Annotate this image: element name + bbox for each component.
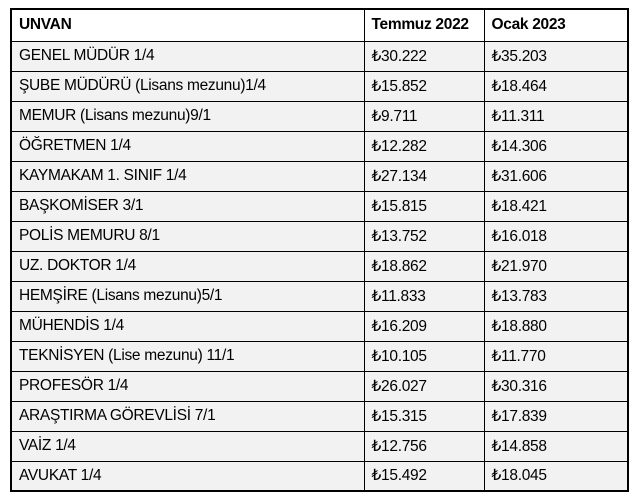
cell-temmuz-2022: ₺15.815 bbox=[363, 190, 485, 222]
cell-temmuz-2022: ₺11.833 bbox=[363, 280, 485, 312]
cell-ocak-2023: ₺14.858 bbox=[483, 430, 629, 462]
cell-ocak-2023: ₺13.783 bbox=[483, 280, 629, 312]
cell-ocak-2023: ₺21.970 bbox=[483, 250, 629, 282]
cell-ocak-2023: ₺18.045 bbox=[483, 460, 629, 492]
cell-ocak-2023: ₺16.018 bbox=[483, 220, 629, 252]
cell-unvan: ARAŞTIRMA GÖREVLİSİ 7/1 bbox=[10, 400, 365, 432]
table-row: PROFESÖR 1/4 ₺26.027 ₺30.316 bbox=[10, 370, 629, 402]
table-row: MEMUR (Lisans mezunu)9/1 ₺9.711 ₺11.311 bbox=[10, 100, 629, 132]
cell-ocak-2023: ₺30.316 bbox=[483, 370, 629, 402]
cell-temmuz-2022: ₺13.752 bbox=[363, 220, 485, 252]
cell-temmuz-2022: ₺16.209 bbox=[363, 310, 485, 342]
column-header-unvan: UNVAN bbox=[10, 8, 365, 42]
table-row: KAYMAKAM 1. SINIF 1/4 ₺27.134 ₺31.606 bbox=[10, 160, 629, 192]
cell-temmuz-2022: ₺30.222 bbox=[363, 40, 485, 72]
table-header: UNVAN Temmuz 2022 Ocak 2023 bbox=[10, 8, 629, 42]
table-row: BAŞKOMİSER 3/1 ₺15.815 ₺18.421 bbox=[10, 190, 629, 222]
cell-unvan: HEMŞİRE (Lisans mezunu)5/1 bbox=[10, 280, 365, 312]
cell-unvan: GENEL MÜDÜR 1/4 bbox=[10, 40, 365, 72]
cell-temmuz-2022: ₺9.711 bbox=[363, 100, 485, 132]
cell-ocak-2023: ₺11.770 bbox=[483, 340, 629, 372]
cell-temmuz-2022: ₺27.134 bbox=[363, 160, 485, 192]
cell-unvan: ÖĞRETMEN 1/4 bbox=[10, 130, 365, 162]
table-row: ARAŞTIRMA GÖREVLİSİ 7/1 ₺15.315 ₺17.839 bbox=[10, 400, 629, 432]
cell-ocak-2023: ₺18.421 bbox=[483, 190, 629, 222]
cell-unvan: VAİZ 1/4 bbox=[10, 430, 365, 462]
table-row: GENEL MÜDÜR 1/4 ₺30.222 ₺35.203 bbox=[10, 40, 629, 72]
cell-unvan: POLİS MEMURU 8/1 bbox=[10, 220, 365, 252]
cell-temmuz-2022: ₺26.027 bbox=[363, 370, 485, 402]
cell-temmuz-2022: ₺15.315 bbox=[363, 400, 485, 432]
cell-temmuz-2022: ₺18.862 bbox=[363, 250, 485, 282]
cell-temmuz-2022: ₺12.282 bbox=[363, 130, 485, 162]
cell-temmuz-2022: ₺15.852 bbox=[363, 70, 485, 102]
table-row: HEMŞİRE (Lisans mezunu)5/1 ₺11.833 ₺13.7… bbox=[10, 280, 629, 312]
cell-unvan: MÜHENDİS 1/4 bbox=[10, 310, 365, 342]
table-row: MÜHENDİS 1/4 ₺16.209 ₺18.880 bbox=[10, 310, 629, 342]
table-row: UZ. DOKTOR 1/4 ₺18.862 ₺21.970 bbox=[10, 250, 629, 282]
cell-ocak-2023: ₺17.839 bbox=[483, 400, 629, 432]
header-row: UNVAN Temmuz 2022 Ocak 2023 bbox=[10, 8, 629, 42]
table-row: POLİS MEMURU 8/1 ₺13.752 ₺16.018 bbox=[10, 220, 629, 252]
table-row: ÖĞRETMEN 1/4 ₺12.282 ₺14.306 bbox=[10, 130, 629, 162]
cell-unvan: KAYMAKAM 1. SINIF 1/4 bbox=[10, 160, 365, 192]
cell-ocak-2023: ₺18.880 bbox=[483, 310, 629, 342]
cell-ocak-2023: ₺31.606 bbox=[483, 160, 629, 192]
salary-table: UNVAN Temmuz 2022 Ocak 2023 GENEL MÜDÜR … bbox=[10, 8, 629, 492]
table-row: AVUKAT 1/4 ₺15.492 ₺18.045 bbox=[10, 460, 629, 492]
cell-unvan: UZ. DOKTOR 1/4 bbox=[10, 250, 365, 282]
table-row: ŞUBE MÜDÜRÜ (Lisans mezunu)1/4 ₺15.852 ₺… bbox=[10, 70, 629, 102]
cell-unvan: ŞUBE MÜDÜRÜ (Lisans mezunu)1/4 bbox=[10, 70, 365, 102]
cell-ocak-2023: ₺14.306 bbox=[483, 130, 629, 162]
cell-temmuz-2022: ₺15.492 bbox=[363, 460, 485, 492]
table-row: VAİZ 1/4 ₺12.756 ₺14.858 bbox=[10, 430, 629, 462]
column-header-temmuz-2022: Temmuz 2022 bbox=[363, 8, 485, 42]
table-body: GENEL MÜDÜR 1/4 ₺30.222 ₺35.203 ŞUBE MÜD… bbox=[10, 40, 629, 492]
cell-temmuz-2022: ₺12.756 bbox=[363, 430, 485, 462]
cell-ocak-2023: ₺35.203 bbox=[483, 40, 629, 72]
cell-unvan: BAŞKOMİSER 3/1 bbox=[10, 190, 365, 222]
cell-ocak-2023: ₺18.464 bbox=[483, 70, 629, 102]
cell-temmuz-2022: ₺10.105 bbox=[363, 340, 485, 372]
cell-unvan: MEMUR (Lisans mezunu)9/1 bbox=[10, 100, 365, 132]
table-row: TEKNİSYEN (Lise mezunu) 11/1 ₺10.105 ₺11… bbox=[10, 340, 629, 372]
cell-ocak-2023: ₺11.311 bbox=[483, 100, 629, 132]
cell-unvan: PROFESÖR 1/4 bbox=[10, 370, 365, 402]
cell-unvan: AVUKAT 1/4 bbox=[10, 460, 365, 492]
column-header-ocak-2023: Ocak 2023 bbox=[483, 8, 629, 42]
cell-unvan: TEKNİSYEN (Lise mezunu) 11/1 bbox=[10, 340, 365, 372]
